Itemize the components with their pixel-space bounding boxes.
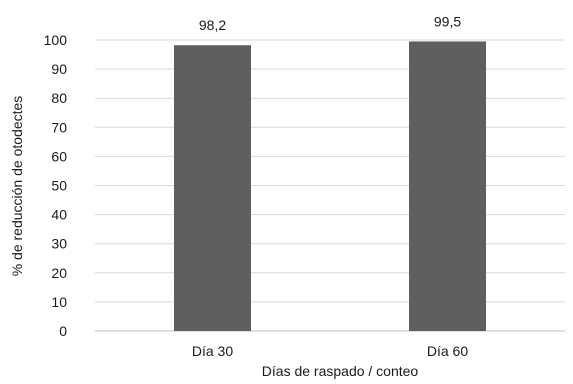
y-axis-label: % de reducción de otodectes [9, 96, 25, 277]
bar [174, 45, 251, 331]
y-tick-label: 40 [51, 207, 67, 223]
y-tick-label: 100 [44, 32, 68, 48]
y-tick-label: 10 [51, 294, 67, 310]
x-tick-label: Día 60 [427, 343, 468, 359]
y-tick-label: 0 [59, 323, 67, 339]
x-axis-label: Días de raspado / conteo [262, 363, 419, 379]
data-label: 98,2 [199, 17, 226, 33]
bars [174, 41, 486, 332]
y-tick-label: 30 [51, 236, 67, 252]
x-tick-label: Día 30 [192, 343, 233, 359]
gridlines [95, 39, 565, 332]
bar [409, 41, 486, 332]
value-labels: 98,2 99,5 [199, 13, 461, 33]
y-tick-label: 80 [51, 90, 67, 106]
y-tick-label: 90 [51, 61, 67, 77]
y-tick-label: 50 [51, 178, 67, 194]
y-tick-labels: 0 10 20 30 40 50 60 70 80 90 100 [44, 32, 68, 339]
y-tick-label: 60 [51, 148, 67, 164]
data-label: 99,5 [434, 13, 461, 29]
y-tick-label: 70 [51, 119, 67, 135]
y-tick-label: 20 [51, 265, 67, 281]
x-tick-labels: Día 30 Día 60 [192, 343, 468, 359]
